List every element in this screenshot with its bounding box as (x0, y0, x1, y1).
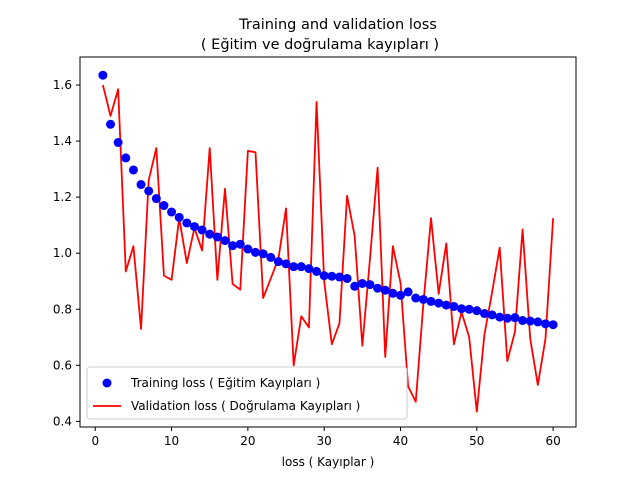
training-loss-point (182, 218, 192, 228)
training-loss-point (548, 320, 558, 330)
training-loss-point (449, 301, 459, 311)
training-loss-point (373, 283, 383, 293)
training-loss-point (98, 70, 108, 80)
training-loss-point (472, 306, 482, 316)
training-loss-point (350, 281, 360, 291)
training-loss-point (189, 222, 199, 232)
training-loss-point (304, 264, 314, 274)
training-loss-point (273, 257, 283, 267)
training-loss-point (479, 308, 489, 318)
training-loss-point (151, 194, 161, 204)
training-loss-point (289, 262, 299, 272)
training-loss-point (266, 252, 276, 262)
training-loss-point (533, 317, 543, 327)
training-loss-point (403, 287, 413, 297)
chart-title: Training and validation loss (238, 17, 437, 33)
legend-validation-label: Validation loss ( Doğrulama Kayıpları ) (131, 399, 360, 413)
training-loss-point (228, 241, 238, 251)
training-loss-point (205, 229, 215, 239)
training-loss-point (518, 315, 528, 325)
training-loss-point (334, 272, 344, 282)
x-tick-label: 60 (545, 434, 560, 448)
training-loss-point (251, 247, 261, 257)
training-loss-point (457, 304, 467, 314)
training-loss-point (144, 186, 154, 196)
training-loss-point (441, 300, 451, 310)
y-tick-label: 0.6 (53, 358, 72, 372)
training-loss-point (113, 137, 123, 147)
legend-box (86, 366, 408, 420)
training-loss-point (380, 285, 390, 295)
y-tick-label: 1.0 (53, 246, 72, 260)
x-axis-label: loss ( Kayıplar ) (282, 455, 375, 469)
training-loss-point (281, 259, 291, 269)
series-markers (98, 70, 558, 330)
validation-loss-line (102, 84, 555, 413)
x-tick-label: 30 (317, 434, 332, 448)
y-tick-label: 0.8 (53, 302, 72, 316)
training-loss-point (540, 319, 550, 329)
training-loss-point (159, 201, 169, 211)
training-loss-point (128, 165, 138, 175)
training-loss-point (365, 280, 375, 290)
training-loss-point (136, 180, 146, 190)
training-loss-point (312, 266, 322, 276)
y-axis-ticks: 0.4 0.6 0.8 1.0 1.2 1.4 1.6 (53, 78, 80, 428)
training-loss-point (342, 273, 352, 283)
training-loss-point (319, 271, 329, 281)
legend-training-marker (102, 378, 112, 388)
x-tick-label: 50 (469, 434, 484, 448)
training-loss-point (426, 296, 436, 306)
training-loss-point (357, 278, 367, 288)
training-loss-point (510, 313, 520, 323)
chart-subtitle: ( Eğitim ve doğrulama kayıpları ) (201, 37, 439, 53)
training-loss-point (487, 310, 497, 320)
x-tick-label: 40 (393, 434, 408, 448)
training-loss-point (167, 207, 177, 217)
training-loss-point (495, 312, 505, 322)
legend-training-label: Training loss ( Eğitim Kayıpları ) (130, 376, 320, 390)
y-tick-label: 1.2 (53, 190, 72, 204)
y-tick-label: 1.6 (53, 78, 72, 92)
training-loss-point (525, 316, 535, 326)
training-loss-point (434, 298, 444, 308)
training-loss-point (220, 236, 230, 246)
training-loss-point (502, 313, 512, 323)
x-tick-label: 0 (91, 434, 99, 448)
training-loss-point (258, 249, 268, 259)
training-loss-point (418, 294, 428, 304)
training-loss-point (327, 271, 337, 281)
y-tick-label: 0.4 (53, 414, 72, 428)
training-loss-point (121, 153, 131, 163)
series-lines (102, 84, 555, 413)
training-loss-point (174, 212, 184, 222)
x-axis-ticks: 0 10 20 30 40 50 60 (91, 427, 561, 448)
training-loss-point (388, 288, 398, 298)
training-loss-point (197, 225, 207, 235)
training-loss-point (212, 232, 222, 242)
plot-area (98, 70, 558, 413)
training-loss-point (296, 262, 306, 272)
training-loss-point (243, 244, 253, 254)
training-loss-point (235, 239, 245, 249)
training-loss-point (464, 304, 474, 314)
legend: Training loss ( Eğitim Kayıpları ) Valid… (86, 366, 408, 420)
x-tick-label: 10 (164, 434, 179, 448)
y-tick-label: 1.4 (53, 134, 72, 148)
training-loss-point (411, 293, 421, 303)
plot-frame (79, 56, 577, 428)
x-tick-label: 20 (240, 434, 255, 448)
training-loss-point (395, 290, 405, 300)
training-loss-point (106, 119, 116, 129)
